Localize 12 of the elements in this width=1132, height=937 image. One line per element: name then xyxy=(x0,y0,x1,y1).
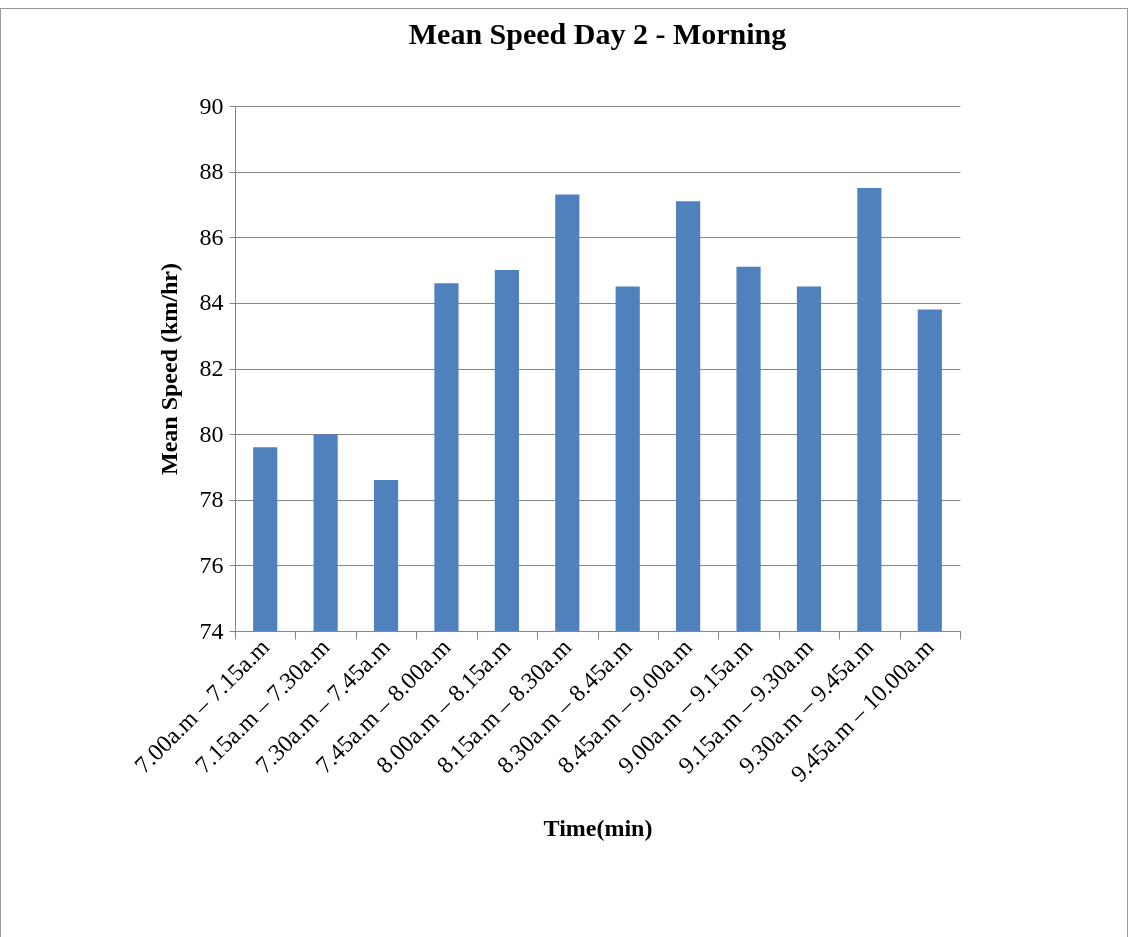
y-tick-label: 74 xyxy=(199,617,224,644)
x-axis-title: Time(min) xyxy=(543,814,653,841)
chart-title: Mean Speed Day 2 - Morning xyxy=(408,17,787,50)
y-tick-label: 76 xyxy=(199,551,224,578)
y-tick-label: 90 xyxy=(199,92,224,119)
y-tick-label: 84 xyxy=(199,289,224,316)
y-axis-title: Mean Speed (km/hr) xyxy=(155,263,182,475)
y-tick-label: 80 xyxy=(199,420,224,447)
y-tick-label: 82 xyxy=(199,355,224,381)
y-tick-label: 88 xyxy=(199,158,224,185)
y-tick-label: 78 xyxy=(199,486,224,513)
y-tick-label: 86 xyxy=(199,223,224,250)
